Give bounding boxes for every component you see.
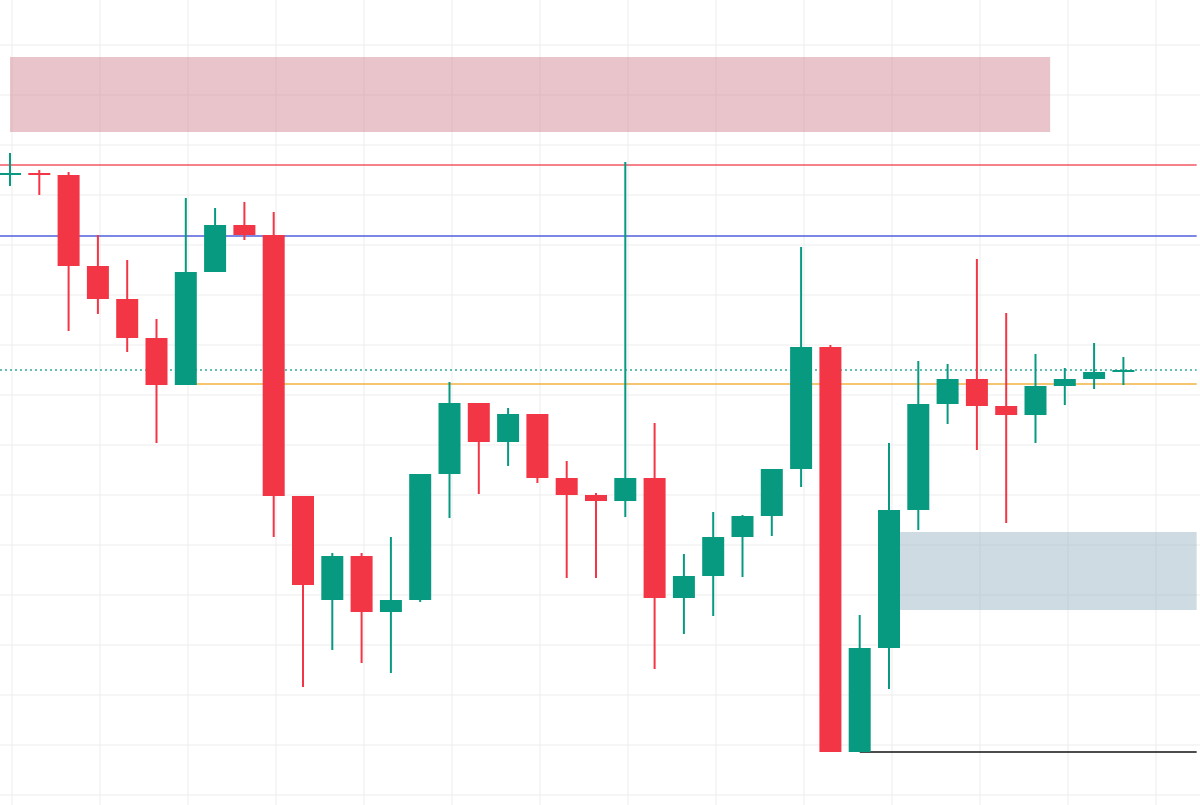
candle-body (28, 173, 51, 175)
bearish-candle (86, 235, 109, 314)
bearish-candle (995, 313, 1018, 523)
candle-body (321, 556, 344, 600)
bearish-candle (467, 403, 490, 494)
candle-body (86, 266, 109, 299)
candle-body (145, 338, 168, 385)
bullish-candle (1112, 357, 1135, 385)
candle-body (702, 537, 725, 576)
bullish-candle (731, 515, 754, 577)
candle-body (409, 474, 432, 600)
bearish-candle (292, 496, 314, 687)
bullish-candle (1053, 368, 1076, 405)
bullish-candle (409, 474, 432, 602)
candle-body (878, 510, 900, 648)
candle-body (555, 478, 578, 495)
candle-body (379, 600, 402, 612)
candle-body (262, 235, 285, 496)
candle-body (57, 175, 80, 266)
bullish-candle (1083, 343, 1106, 389)
bullish-candle (379, 537, 402, 673)
candle-body (497, 414, 520, 442)
bearish-candle (145, 319, 168, 443)
bearish-candle (28, 170, 51, 195)
candle-body (643, 478, 666, 598)
candle-body (731, 516, 754, 537)
bearish-candle (526, 414, 549, 483)
candle-body (0, 173, 21, 175)
candle-body (760, 469, 783, 516)
bullish-candle (702, 512, 725, 616)
bullish-candle (321, 553, 344, 650)
candle-body (1083, 372, 1106, 379)
bullish-candle (438, 382, 461, 518)
candle-body (116, 299, 139, 338)
bearish-candle (555, 461, 578, 578)
candle-body (467, 403, 490, 442)
bullish-candle (0, 153, 21, 186)
candle-body (585, 495, 607, 501)
bearish-candle (819, 345, 842, 752)
candle-body (614, 478, 637, 501)
bearish-candle (643, 423, 666, 669)
candle-body (174, 272, 197, 385)
bearish-candle (965, 259, 988, 450)
candle-body (819, 347, 842, 752)
bullish-candle (936, 364, 959, 424)
supply-zone (10, 57, 1051, 132)
candle-body (233, 225, 256, 235)
bullish-candle (760, 469, 783, 536)
candle-body (438, 403, 461, 474)
bearish-candle (57, 172, 80, 331)
candle-body (790, 347, 813, 469)
bullish-candle (497, 408, 520, 466)
candle-body (1053, 379, 1076, 386)
bullish-candle (672, 554, 695, 634)
candle-body (672, 576, 695, 598)
candle-body (292, 496, 314, 585)
candle-body (1024, 386, 1047, 415)
bullish-candle (907, 361, 930, 530)
bullish-candle (204, 208, 227, 272)
candle-body (526, 414, 549, 478)
bullish-candle (614, 162, 637, 517)
bullish-candle (848, 615, 871, 752)
zones (10, 57, 1197, 610)
candle-body (848, 648, 871, 752)
candle-body (1112, 370, 1135, 372)
levels (0, 164, 1197, 753)
bullish-candle (878, 443, 900, 689)
candle-body (204, 225, 227, 272)
bullish-candle (1024, 354, 1047, 443)
candle-body (350, 556, 373, 612)
bearish-candle (116, 260, 139, 352)
candles (0, 153, 1135, 752)
bullish-candle (174, 198, 197, 385)
candle-body (965, 379, 988, 406)
candle-body (907, 404, 930, 510)
demand-zone (894, 532, 1197, 610)
candle-body (995, 406, 1018, 415)
bearish-candle (262, 212, 285, 537)
bearish-candle (233, 202, 256, 240)
candle-body (936, 379, 959, 404)
bearish-candle (585, 493, 607, 578)
bearish-candle (350, 553, 373, 663)
bullish-candle (790, 247, 813, 487)
